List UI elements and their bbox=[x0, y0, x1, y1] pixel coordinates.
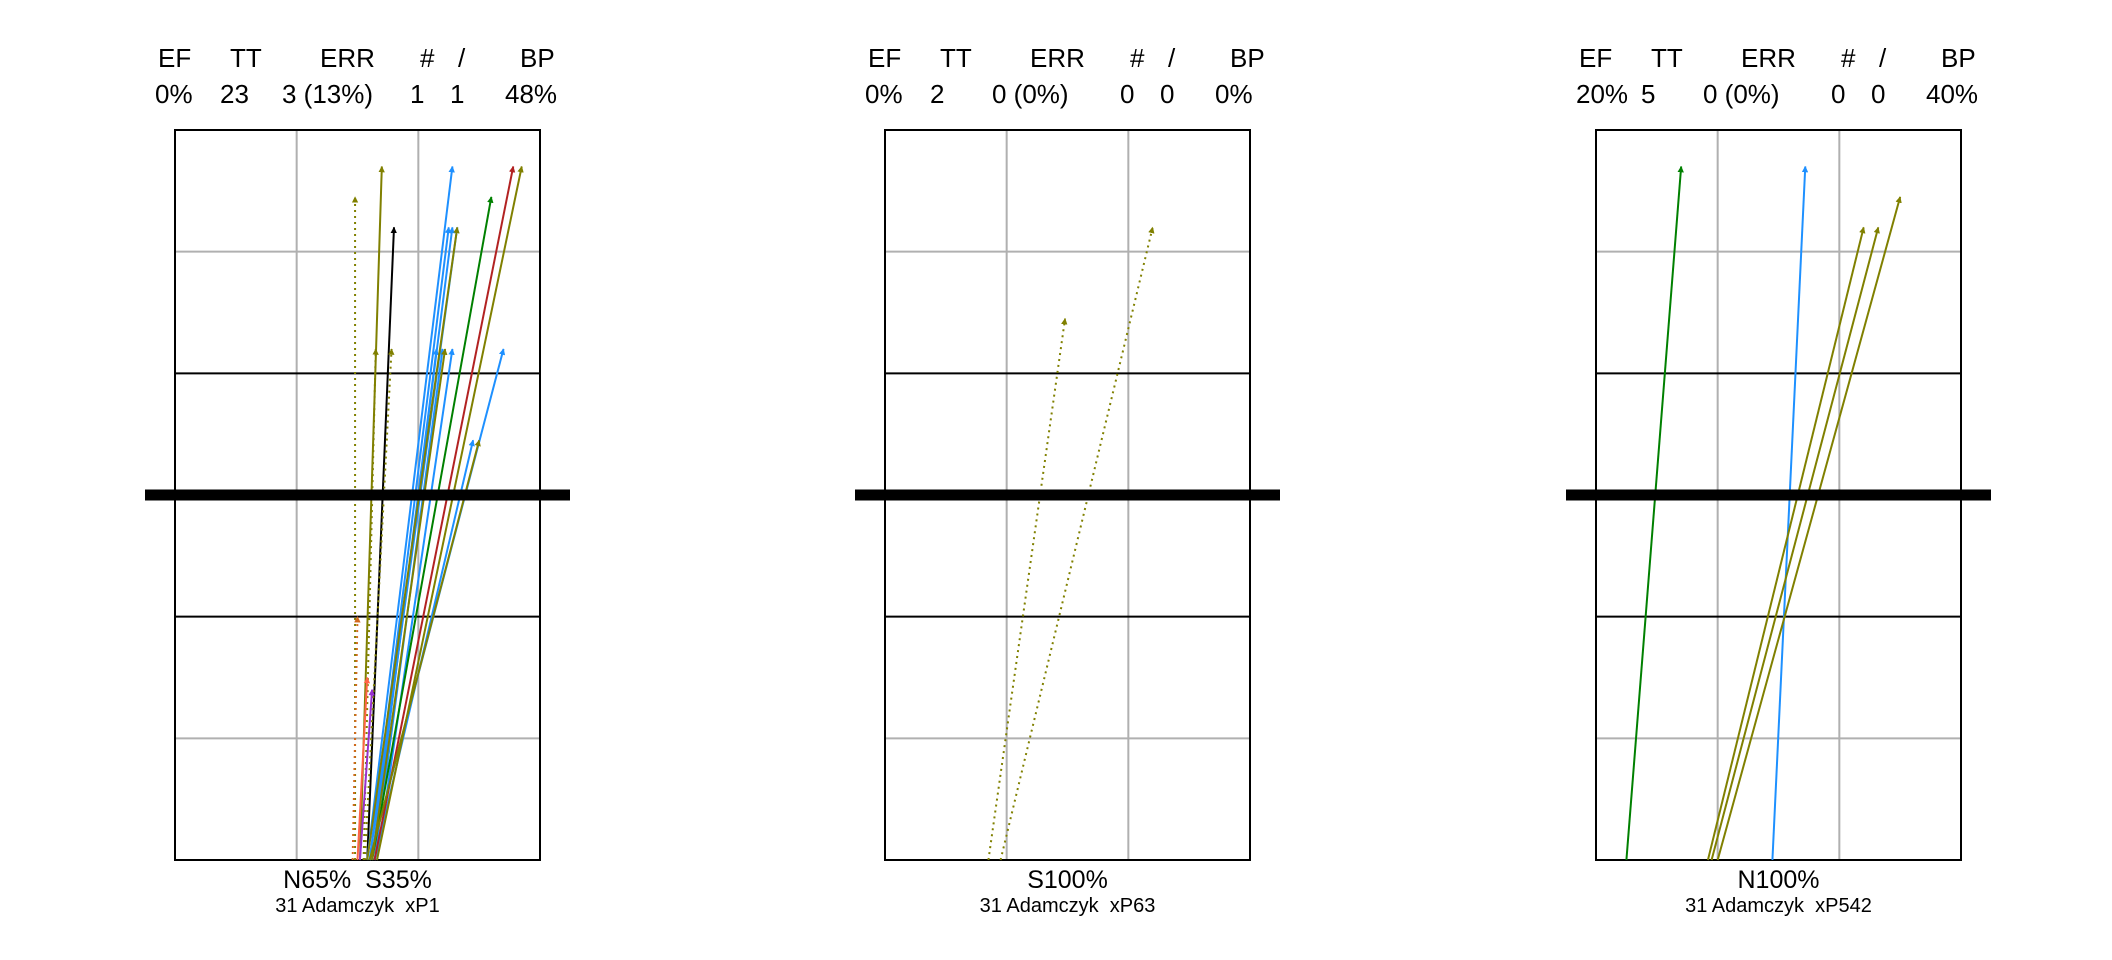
serve-trajectory bbox=[375, 348, 455, 861]
stat-value: 0 bbox=[1160, 79, 1174, 109]
stat-value: 5 bbox=[1641, 79, 1655, 109]
stat-value: 2 bbox=[930, 79, 944, 109]
stat-header-label: BP bbox=[520, 43, 555, 73]
serve-trajectory bbox=[366, 165, 455, 861]
stat-header-label: # bbox=[1130, 43, 1145, 73]
stat-header-label: EF bbox=[1579, 43, 1612, 73]
stat-header-label: TT bbox=[940, 43, 972, 73]
stat-value: 40% bbox=[1926, 79, 1978, 109]
player-label: 31 Adamczyk xP542 bbox=[1685, 895, 1872, 917]
serve-trajectory bbox=[1771, 165, 1809, 861]
stat-header-label: BP bbox=[1230, 43, 1265, 73]
stat-value: 0 bbox=[1831, 79, 1845, 109]
serve-trajectory bbox=[1706, 226, 1866, 861]
stat-header-label: ERR bbox=[1030, 43, 1085, 73]
serve-trajectory bbox=[375, 165, 524, 861]
serve-trajectory bbox=[1625, 165, 1684, 861]
stat-value: 1 bbox=[450, 79, 464, 109]
stat-value: 0 bbox=[1871, 79, 1885, 109]
stat-value: 3 (13%) bbox=[282, 79, 373, 109]
stat-header-label: ERR bbox=[1741, 43, 1796, 73]
serve-trajectory bbox=[366, 226, 460, 861]
serve-trajectory bbox=[366, 226, 397, 861]
serve-trajectory bbox=[373, 165, 516, 861]
stat-header-label: / bbox=[1168, 43, 1176, 73]
stat-value: 0 bbox=[1120, 79, 1134, 109]
stat-header-label: EF bbox=[868, 43, 901, 73]
stat-header-label: TT bbox=[1651, 43, 1683, 73]
stat-value: 0 (0%) bbox=[1703, 79, 1780, 109]
stat-header-label: # bbox=[1841, 43, 1856, 73]
stat-header-label: # bbox=[420, 43, 435, 73]
stat-header-label: TT bbox=[230, 43, 262, 73]
serve-trajectory bbox=[363, 348, 395, 861]
stat-header-label: / bbox=[458, 43, 466, 73]
stat-value: 1 bbox=[410, 79, 424, 109]
stat-value: 0% bbox=[865, 79, 903, 109]
stat-header-label: / bbox=[1879, 43, 1887, 73]
serve-trajectory bbox=[368, 439, 481, 861]
serve-trajectory bbox=[371, 196, 494, 861]
player-label: 31 Adamczyk xP63 bbox=[980, 895, 1156, 917]
stat-value: 23 bbox=[220, 79, 249, 109]
serve-panel: EF TT ERR # / BP 0% 2 0 (0%) 0 0 0% S100%31 Adamczyk… bbox=[855, 43, 1280, 917]
serve-panel: EF TT ERR # / BP 0% 23 3 (13%) 1 1 48% N65% S35%31 A… bbox=[145, 43, 570, 917]
serve-trajectory bbox=[1710, 226, 1880, 861]
serve-trajectory bbox=[371, 348, 448, 861]
serve-trajectory bbox=[351, 616, 361, 861]
serve-trajectory bbox=[1716, 196, 1902, 861]
stat-header-label: EF bbox=[158, 43, 191, 73]
serve-panel: EF TT ERR # / BP 20% 5 0 (0%) 0 0 40% N100%31 Adamcz… bbox=[1566, 43, 1991, 917]
serve-trajectory bbox=[358, 689, 375, 861]
stat-value: 0% bbox=[1215, 79, 1253, 109]
stat-value: 0 (0%) bbox=[992, 79, 1069, 109]
zone-distribution-label: N65% S35% bbox=[283, 866, 432, 894]
serve-trajectory bbox=[987, 317, 1068, 861]
stat-value: 48% bbox=[505, 79, 557, 109]
stat-value: 20% bbox=[1576, 79, 1628, 109]
stat-header-label: ERR bbox=[320, 43, 375, 73]
zone-distribution-label: S100% bbox=[1027, 866, 1108, 894]
serve-trajectory bbox=[999, 226, 1155, 861]
serve-trajectory bbox=[356, 676, 371, 861]
stat-value: 0% bbox=[155, 79, 193, 109]
stat-header-label: BP bbox=[1941, 43, 1976, 73]
player-label: 31 Adamczyk xP1 bbox=[275, 895, 440, 917]
zone-distribution-label: N100% bbox=[1738, 866, 1820, 894]
